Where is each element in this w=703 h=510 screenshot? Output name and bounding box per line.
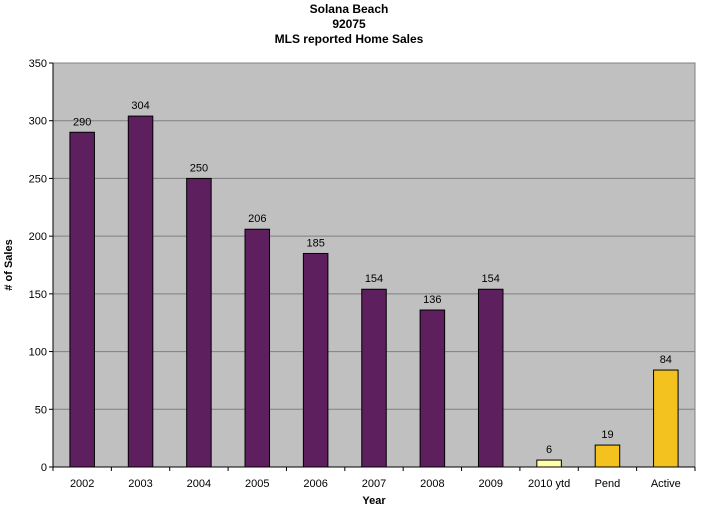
chart-title-line-3: MLS reported Home Sales — [275, 32, 424, 46]
chart-title-line-1: Solana Beach — [310, 2, 389, 16]
bar — [419, 309, 446, 468]
chart-title-line-2: 92075 — [332, 17, 366, 31]
bar-value-label: 154 — [482, 273, 500, 285]
bar — [361, 288, 387, 468]
x-tick-label: 2009 — [478, 478, 502, 490]
x-tick-label: 2004 — [187, 478, 211, 490]
x-tick-label: 2003 — [128, 478, 152, 490]
y-tick-label: 50 — [35, 404, 47, 416]
x-tick-label: 2008 — [420, 478, 444, 490]
x-tick-label: 2006 — [303, 478, 327, 490]
data-labels: 290 304 250 206 185 154 136 154 6 19 84 — [73, 100, 672, 456]
x-tick-label: Pend — [595, 478, 621, 490]
bar — [127, 115, 154, 468]
bar-value-label: 19 — [601, 429, 613, 441]
y-tick-label: 100 — [29, 347, 47, 359]
x-axis-ticks: 2002 2003 2004 2005 2006 2007 2008 2009 2010 ytd… — [52, 467, 696, 490]
bar-value-label: 6 — [546, 444, 552, 456]
bar-value-label: 185 — [306, 237, 324, 249]
bar — [69, 131, 95, 468]
y-tick-label: 0 — [41, 462, 47, 474]
y-tick-label: 150 — [29, 289, 47, 301]
x-tick-label: 2007 — [362, 478, 386, 490]
x-tick-label: 2010 ytd — [528, 478, 570, 490]
bar — [186, 177, 212, 468]
bar-value-label: 154 — [365, 273, 383, 285]
bar — [653, 369, 679, 468]
x-tick-label: 2005 — [245, 478, 269, 490]
y-tick-label: 250 — [29, 173, 47, 185]
bar-value-label: 304 — [131, 100, 149, 112]
bar-value-label: 250 — [190, 162, 208, 174]
y-axis-title: # of Sales — [3, 239, 15, 290]
y-axis-ticks: 0 50 100 150 200 250 300 350 — [29, 58, 53, 474]
gridlines — [53, 62, 695, 410]
x-tick-label: Active — [651, 478, 681, 490]
bar-value-label: 136 — [423, 294, 441, 306]
bar-value-label: 84 — [660, 354, 672, 366]
bar-value-label: 206 — [248, 213, 266, 225]
bar — [302, 252, 329, 468]
bar — [536, 459, 562, 468]
x-tick-label: 2002 — [70, 478, 94, 490]
y-tick-label: 200 — [29, 231, 47, 243]
bar — [244, 228, 271, 468]
bar — [594, 444, 621, 468]
bars — [69, 115, 679, 468]
bar-value-label: 290 — [73, 116, 91, 128]
y-tick-label: 300 — [29, 116, 47, 128]
bar — [477, 288, 504, 468]
y-tick-label: 350 — [29, 58, 47, 70]
x-axis-title: Year — [362, 495, 386, 507]
